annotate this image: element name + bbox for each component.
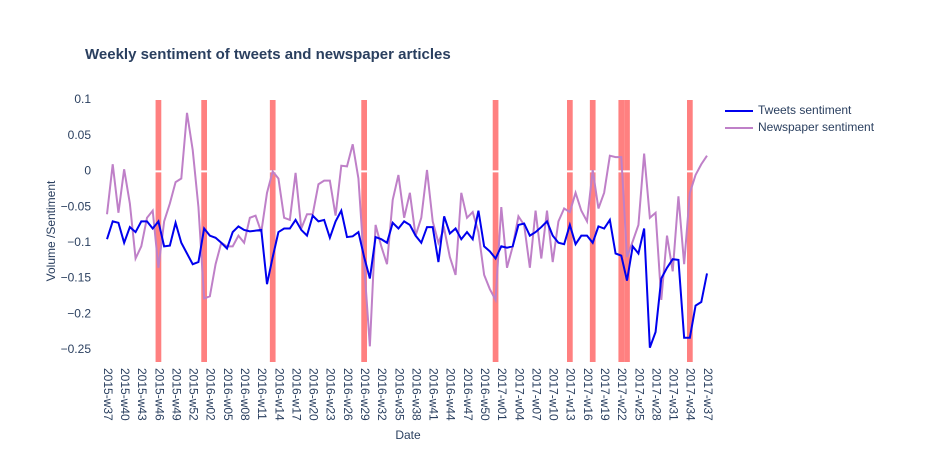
x-tick-label: 2017-w31 <box>667 368 681 421</box>
x-tick-label: 2016-w08 <box>238 368 252 421</box>
x-tick-label: 2016-w20 <box>307 368 321 421</box>
x-tick-label: 2016-w38 <box>409 368 423 421</box>
x-tick-label: 2017-w07 <box>529 368 543 421</box>
y-tick-label: −0.05 <box>61 199 92 213</box>
y-tick-label: −0.15 <box>61 271 92 285</box>
highlight-band <box>567 100 573 362</box>
x-tick-label: 2015-w49 <box>169 368 183 421</box>
highlight-band <box>361 100 367 362</box>
x-tick-label: 2016-w02 <box>204 368 218 421</box>
x-tick-label: 2016-w26 <box>341 368 355 421</box>
legend-label: Tweets sentiment <box>758 103 852 117</box>
x-tick-label: 2016-w50 <box>478 368 492 421</box>
x-tick-label: 2017-w25 <box>632 368 646 421</box>
highlight-band <box>492 100 499 362</box>
x-tick-label: 2017-w19 <box>598 368 612 421</box>
y-tick-label: 0.05 <box>68 128 92 142</box>
x-tick-label: 2016-w32 <box>375 368 389 421</box>
x-tick-label: 2015-w37 <box>101 368 115 421</box>
x-tick-label: 2017-w13 <box>564 368 578 421</box>
x-tick-label: 2016-w47 <box>461 368 475 421</box>
y-tick-label: 0 <box>84 164 91 178</box>
highlight-band <box>589 100 596 362</box>
x-tick-label: 2016-w11 <box>255 368 269 420</box>
x-tick-label: 2015-w52 <box>187 368 201 421</box>
x-tick-label: 2016-w17 <box>289 368 303 421</box>
x-tick-label: 2017-w28 <box>649 368 663 421</box>
x-tick-label: 2016-w05 <box>221 368 235 421</box>
highlight-band <box>624 100 630 362</box>
x-tick-label: 2015-w43 <box>135 368 149 421</box>
x-tick-label: 2017-w16 <box>581 368 595 421</box>
legend-label: Newspaper sentiment <box>758 120 875 134</box>
chart-title: Weekly sentiment of tweets and newspaper… <box>85 46 451 63</box>
x-tick-label: 2017-w01 <box>495 368 509 421</box>
x-tick-label: 2017-w04 <box>512 368 526 421</box>
x-tick-label: 2016-w23 <box>324 368 338 421</box>
x-tick-label: 2015-w46 <box>152 368 166 421</box>
y-tick-label: −0.25 <box>61 342 92 356</box>
x-tick-label: 2015-w40 <box>118 368 132 421</box>
y-tick-label: −0.1 <box>67 235 91 249</box>
highlight-band <box>618 100 625 362</box>
y-axis-title: Volume /Sentiment <box>44 180 58 281</box>
x-tick-label: 2017-w34 <box>684 368 698 421</box>
y-tick-label: 0.1 <box>74 92 91 106</box>
highlight-band <box>155 100 162 362</box>
x-tick-label: 2016-w14 <box>272 368 286 421</box>
x-tick-label: 2017-w10 <box>547 368 561 421</box>
x-tick-label: 2017-w37 <box>701 368 715 421</box>
x-tick-label: 2017-w22 <box>615 368 629 421</box>
line-series <box>106 207 708 349</box>
x-tick-label: 2016-w41 <box>427 368 441 421</box>
x-axis-title: Date <box>395 428 421 442</box>
highlight-band <box>687 100 693 362</box>
x-tick-label: 2016-w44 <box>444 368 458 421</box>
x-tick-label: 2016-w29 <box>358 368 372 421</box>
y-tick-label: −0.2 <box>67 306 91 320</box>
x-tick-label: 2016-w35 <box>392 368 406 421</box>
highlight-band <box>269 100 276 362</box>
line-series <box>106 112 708 347</box>
